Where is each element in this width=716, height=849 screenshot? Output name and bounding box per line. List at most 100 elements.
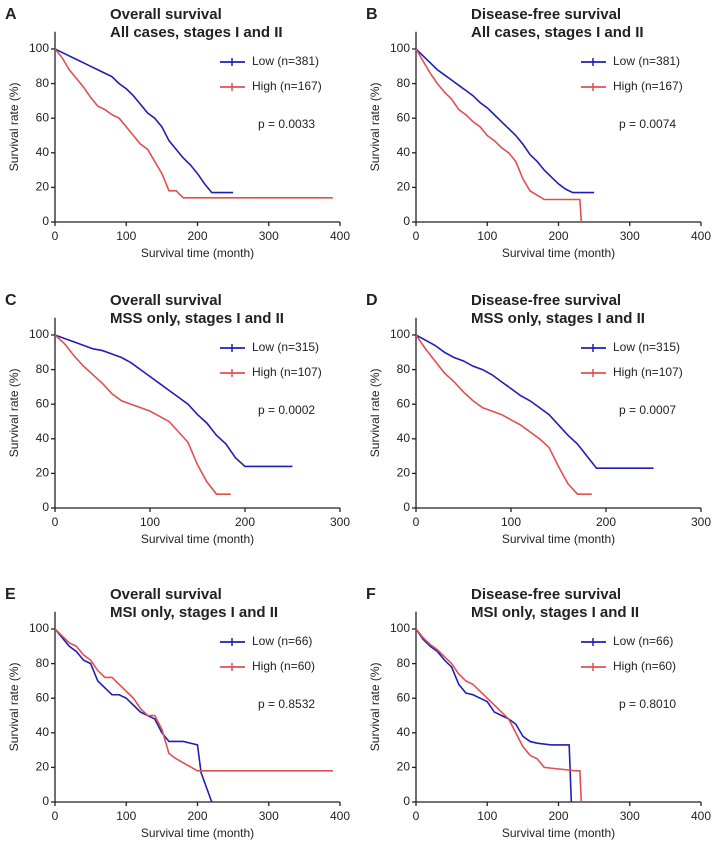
chart-title: Overall survival — [110, 6, 222, 23]
x-tick-label: 300 — [259, 229, 279, 243]
legend-label: Low (n=66) — [613, 634, 673, 648]
chart-subtitle: MSI only, stages I and II — [471, 604, 639, 621]
y-axis-label: Survival rate (%) — [7, 663, 21, 752]
x-tick-label: 200 — [596, 515, 616, 529]
panel-letter: C — [5, 292, 17, 309]
chart-title: Overall survival — [110, 292, 222, 309]
x-tick-label: 0 — [52, 515, 59, 529]
y-tick-label: 20 — [36, 466, 50, 480]
y-tick-label: 0 — [403, 500, 410, 514]
y-tick-label: 0 — [403, 214, 410, 228]
x-tick-label: 100 — [477, 229, 497, 243]
x-tick-label: 0 — [413, 809, 420, 823]
x-tick-label: 0 — [52, 229, 59, 243]
p-value: p = 0.0002 — [258, 403, 315, 417]
survival-curve — [54, 48, 234, 194]
x-tick-label: 0 — [52, 809, 59, 823]
survival-curve — [415, 48, 583, 223]
y-tick-label: 0 — [42, 500, 49, 514]
y-tick-label: 20 — [397, 180, 411, 194]
y-axis-label: Survival rate (%) — [368, 369, 382, 458]
x-axis-label: Survival time (month) — [502, 826, 615, 840]
x-tick-label: 400 — [330, 229, 350, 243]
chart-subtitle: MSI only, stages I and II — [110, 604, 278, 621]
y-tick-label: 40 — [397, 145, 411, 159]
p-value: p = 0.0033 — [258, 117, 315, 131]
p-value: p = 0.0074 — [619, 117, 676, 131]
x-tick-label: 100 — [140, 515, 160, 529]
p-value: p = 0.8010 — [619, 697, 676, 711]
y-tick-label: 80 — [36, 656, 50, 670]
x-tick-label: 300 — [620, 809, 640, 823]
legend-label: High (n=60) — [252, 659, 315, 673]
survival-curve — [54, 628, 213, 803]
x-axis-label: Survival time (month) — [141, 532, 254, 546]
y-tick-label: 60 — [397, 690, 411, 704]
panel-letter: D — [366, 292, 378, 309]
y-tick-label: 20 — [36, 760, 50, 774]
x-tick-label: 200 — [548, 229, 568, 243]
y-tick-label: 60 — [397, 110, 411, 124]
x-axis-label: Survival time (month) — [141, 826, 254, 840]
y-tick-label: 60 — [397, 396, 411, 410]
x-axis-label: Survival time (month) — [141, 246, 254, 260]
y-tick-label: 40 — [36, 431, 50, 445]
x-tick-label: 100 — [116, 809, 136, 823]
x-tick-label: 400 — [691, 229, 711, 243]
survival-curve — [415, 334, 592, 495]
y-tick-label: 100 — [29, 41, 49, 55]
legend-label: High (n=107) — [252, 365, 322, 379]
y-tick-label: 60 — [36, 690, 50, 704]
y-tick-label: 100 — [29, 621, 49, 635]
chart-subtitle: MSS only, stages I and II — [110, 310, 284, 327]
x-tick-label: 100 — [501, 515, 521, 529]
chart-title: Disease-free survival — [471, 292, 621, 309]
x-tick-label: 400 — [330, 809, 350, 823]
legend-label: Low (n=315) — [613, 340, 680, 354]
y-tick-label: 80 — [397, 362, 411, 376]
chart-subtitle: All cases, stages I and II — [471, 24, 644, 41]
legend-label: Low (n=66) — [252, 634, 312, 648]
survival-curve — [415, 628, 573, 803]
y-axis-label: Survival rate (%) — [7, 83, 21, 172]
y-tick-label: 60 — [36, 396, 50, 410]
y-tick-label: 20 — [36, 180, 50, 194]
x-tick-label: 400 — [691, 809, 711, 823]
legend-label: High (n=60) — [613, 659, 676, 673]
survival-curve — [54, 334, 293, 468]
panel-letter: E — [5, 586, 16, 603]
legend-label: High (n=167) — [613, 79, 683, 93]
y-tick-label: 80 — [397, 76, 411, 90]
p-value: p = 0.0007 — [619, 403, 676, 417]
y-tick-label: 100 — [390, 621, 410, 635]
y-axis-label: Survival rate (%) — [7, 369, 21, 458]
chart-subtitle: MSS only, stages I and II — [471, 310, 645, 327]
x-tick-label: 200 — [187, 229, 207, 243]
y-tick-label: 40 — [36, 145, 50, 159]
legend-label: Low (n=381) — [613, 54, 680, 68]
y-tick-label: 0 — [42, 214, 49, 228]
y-tick-label: 80 — [397, 656, 411, 670]
legend-label: High (n=167) — [252, 79, 322, 93]
y-axis-label: Survival rate (%) — [368, 83, 382, 172]
survival-curve — [415, 628, 583, 803]
x-tick-label: 100 — [116, 229, 136, 243]
panel-letter: A — [5, 6, 17, 23]
y-tick-label: 60 — [36, 110, 50, 124]
y-tick-label: 80 — [36, 362, 50, 376]
x-tick-label: 200 — [548, 809, 568, 823]
y-tick-label: 80 — [36, 76, 50, 90]
chart-subtitle: All cases, stages I and II — [110, 24, 283, 41]
y-tick-label: 0 — [42, 794, 49, 808]
chart-title: Overall survival — [110, 586, 222, 603]
x-axis-label: Survival time (month) — [502, 532, 615, 546]
legend-label: High (n=107) — [613, 365, 683, 379]
y-tick-label: 0 — [403, 794, 410, 808]
survival-curve — [415, 334, 654, 470]
y-tick-label: 20 — [397, 466, 411, 480]
y-tick-label: 20 — [397, 760, 411, 774]
survival-curve — [415, 48, 595, 194]
chart-title: Disease-free survival — [471, 586, 621, 603]
legend-label: Low (n=381) — [252, 54, 319, 68]
x-axis-label: Survival time (month) — [502, 246, 615, 260]
